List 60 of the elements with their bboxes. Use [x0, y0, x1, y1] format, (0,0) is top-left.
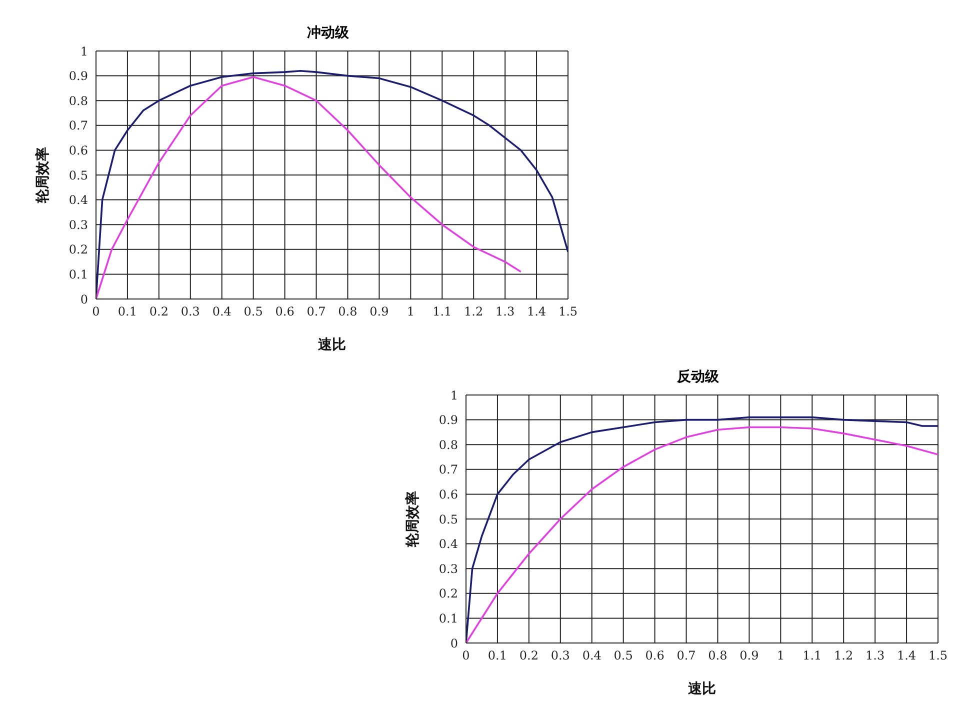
x-tick-label: 0 — [462, 648, 470, 663]
x-tick-label: 0.9 — [740, 648, 759, 663]
y-tick-label: 0.7 — [438, 462, 458, 477]
y-axis-title: 轮周效率 — [34, 147, 51, 204]
x-tick-label: 0.1 — [488, 648, 508, 663]
x-tick-label: 0.8 — [338, 304, 358, 319]
y-tick-label: 0.5 — [68, 168, 88, 182]
x-tick-label: 0.1 — [118, 304, 138, 319]
x-tick-label: 1.5 — [558, 304, 578, 319]
x-tick-label: 1.4 — [526, 304, 546, 319]
y-tick-label: 0.1 — [438, 611, 458, 626]
y-tick-label: 0.3 — [68, 218, 88, 232]
x-tick-label: 0.2 — [519, 648, 538, 663]
x-tick-label: 1.1 — [802, 648, 822, 663]
y-tick-label: 1 — [450, 388, 458, 402]
y-tick-label: 0 — [80, 292, 88, 306]
x-tick-label: 0.9 — [370, 304, 389, 319]
y-tick-label: 0.6 — [438, 487, 458, 502]
y-tick-label: 0.8 — [68, 94, 88, 108]
x-tick-label: 0.2 — [149, 304, 168, 319]
x-tick-label: 0.4 — [582, 648, 602, 663]
x-tick-label: 0.7 — [306, 304, 326, 319]
x-tick-label: 0.5 — [614, 648, 633, 663]
y-tick-label: 0.4 — [68, 193, 88, 208]
y-tick-label: 0.4 — [438, 537, 458, 552]
y-tick-label: 0.2 — [68, 242, 88, 257]
x-tick-label: 0.6 — [275, 304, 294, 319]
y-tick-label: 0.1 — [68, 267, 88, 282]
x-tick-label: 1.4 — [896, 648, 916, 663]
y-tick-label: 0.8 — [438, 438, 458, 452]
x-tick-label: 1.3 — [866, 648, 885, 663]
x-tick-label: 1.2 — [834, 648, 854, 663]
x-tick-label: 1 — [776, 648, 784, 663]
x-tick-label: 0.8 — [708, 648, 728, 663]
x-tick-label: 0.6 — [645, 648, 664, 663]
x-tick-label: 1.5 — [928, 648, 948, 663]
x-tick-label: 1 — [406, 304, 414, 319]
y-tick-label: 0 — [450, 636, 458, 650]
x-tick-label: 1.1 — [432, 304, 452, 319]
y-tick-label: 0.5 — [438, 512, 458, 526]
y-tick-label: 0.6 — [68, 143, 88, 158]
x-tick-label: 0.3 — [550, 648, 570, 663]
x-tick-label: 0.4 — [212, 304, 232, 319]
y-tick-label: 0.7 — [68, 118, 88, 133]
x-axis-title: 速比 — [687, 681, 716, 697]
x-tick-label: 0.7 — [676, 648, 696, 663]
y-tick-label: 0.9 — [438, 413, 458, 428]
chart-title: 冲动级 — [306, 24, 350, 43]
x-tick-label: 0.5 — [244, 304, 263, 319]
y-tick-label: 0.3 — [438, 562, 458, 576]
x-axis-title: 速比 — [317, 337, 346, 353]
y-tick-label: 1 — [80, 44, 88, 58]
y-axis-title: 轮周效率 — [404, 491, 421, 548]
x-tick-label: 1.2 — [464, 304, 484, 319]
y-tick-label: 0.9 — [68, 69, 88, 84]
x-tick-label: 0 — [92, 304, 100, 319]
y-tick-label: 0.2 — [438, 586, 458, 601]
x-tick-label: 1.3 — [496, 304, 515, 319]
x-tick-label: 0.3 — [180, 304, 200, 319]
chart-title: 反动级 — [676, 368, 720, 387]
